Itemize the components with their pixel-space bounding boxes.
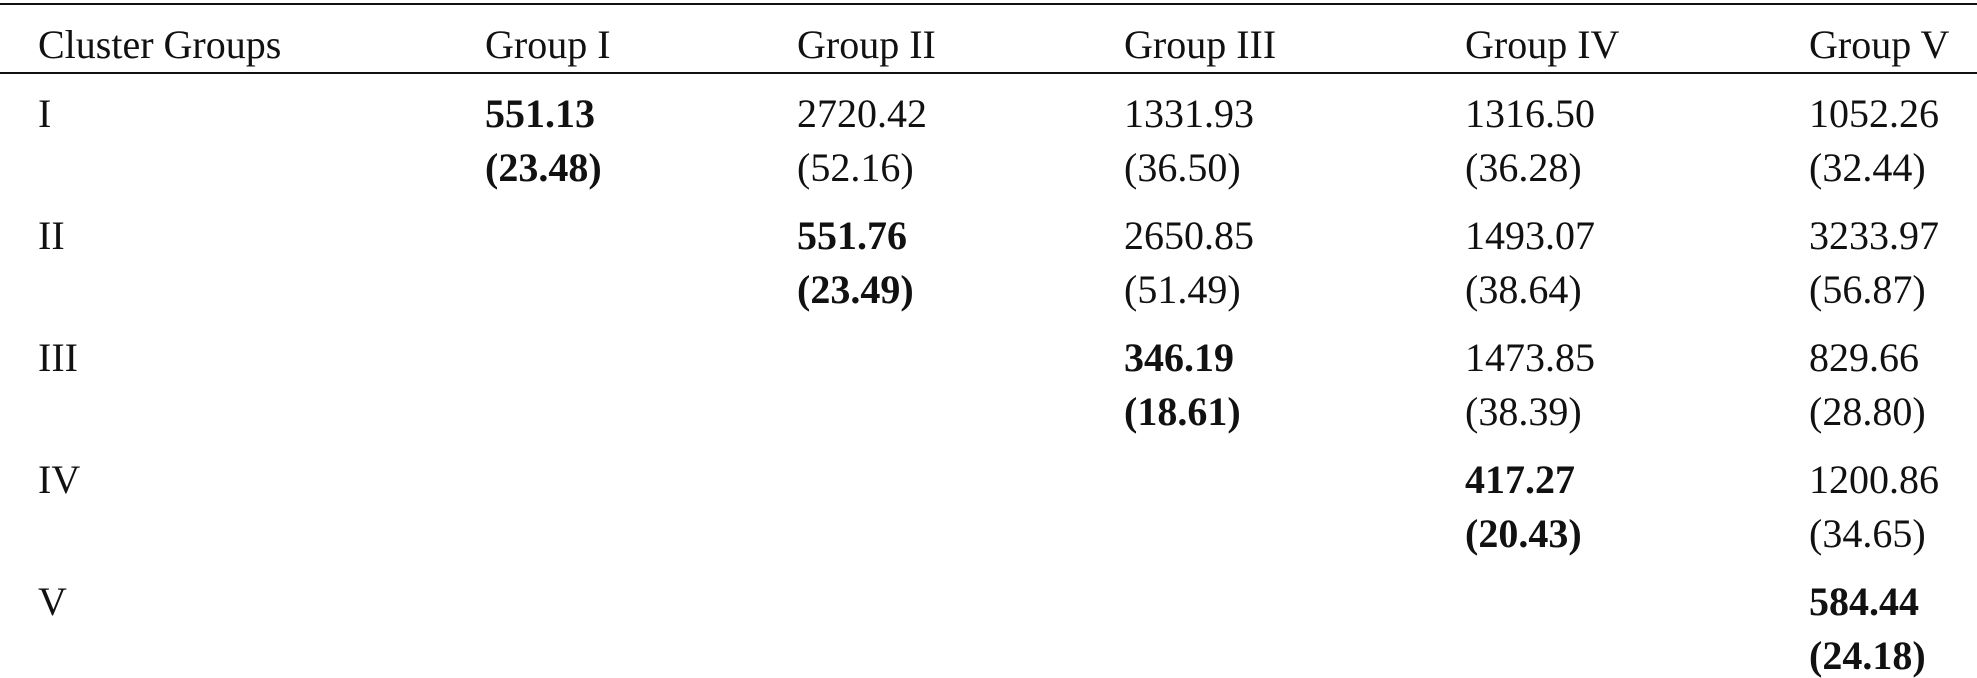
cell-value: 1052.26 <box>1809 91 1939 136</box>
header-cell: Group III <box>1124 22 1277 67</box>
cell-sd: (32.44) <box>1809 145 1926 190</box>
cell-value: 584.44 <box>1809 579 1919 624</box>
header-cell: Group IV <box>1465 22 1620 67</box>
cell-value: 417.27 <box>1465 457 1575 502</box>
header-cell: Group I <box>485 22 611 67</box>
cell-sd: (20.43) <box>1465 511 1582 556</box>
cell-sd: (24.18) <box>1809 633 1926 678</box>
cell-sd: (34.65) <box>1809 511 1926 556</box>
cell-value: 551.13 <box>485 91 595 136</box>
cell-sd: (52.16) <box>797 145 914 190</box>
cell-value: 1473.85 <box>1465 335 1595 380</box>
cell-value: 1316.50 <box>1465 91 1595 136</box>
cell-value: 2720.42 <box>797 91 927 136</box>
row-label: IV <box>38 457 81 502</box>
cell-value: 2650.85 <box>1124 213 1254 258</box>
cell-value: 3233.97 <box>1809 213 1939 258</box>
header-cell: Group II <box>797 22 936 67</box>
cell-sd: (36.50) <box>1124 145 1241 190</box>
cell-sd: (38.39) <box>1465 389 1582 434</box>
cell-sd: (23.49) <box>797 267 914 312</box>
cell-sd: (23.48) <box>485 145 602 190</box>
header-rule <box>0 72 1977 74</box>
header-cell: Cluster Groups <box>38 22 282 67</box>
top-rule <box>0 3 1977 5</box>
cell-sd: (38.64) <box>1465 267 1582 312</box>
cell-value: 551.76 <box>797 213 907 258</box>
cell-value: 1200.86 <box>1809 457 1939 502</box>
row-label: V <box>38 579 67 624</box>
cell-value: 1493.07 <box>1465 213 1595 258</box>
cell-sd: (28.80) <box>1809 389 1926 434</box>
row-label: I <box>38 91 52 136</box>
header-cell: Group V <box>1809 22 1950 67</box>
row-label: III <box>38 335 78 380</box>
row-label: II <box>38 213 65 258</box>
cell-sd: (51.49) <box>1124 267 1241 312</box>
cell-sd: (18.61) <box>1124 389 1241 434</box>
cell-sd: (36.28) <box>1465 145 1582 190</box>
cell-sd: (56.87) <box>1809 267 1926 312</box>
cell-value: 1331.93 <box>1124 91 1254 136</box>
cell-value: 829.66 <box>1809 335 1919 380</box>
cell-value: 346.19 <box>1124 335 1234 380</box>
